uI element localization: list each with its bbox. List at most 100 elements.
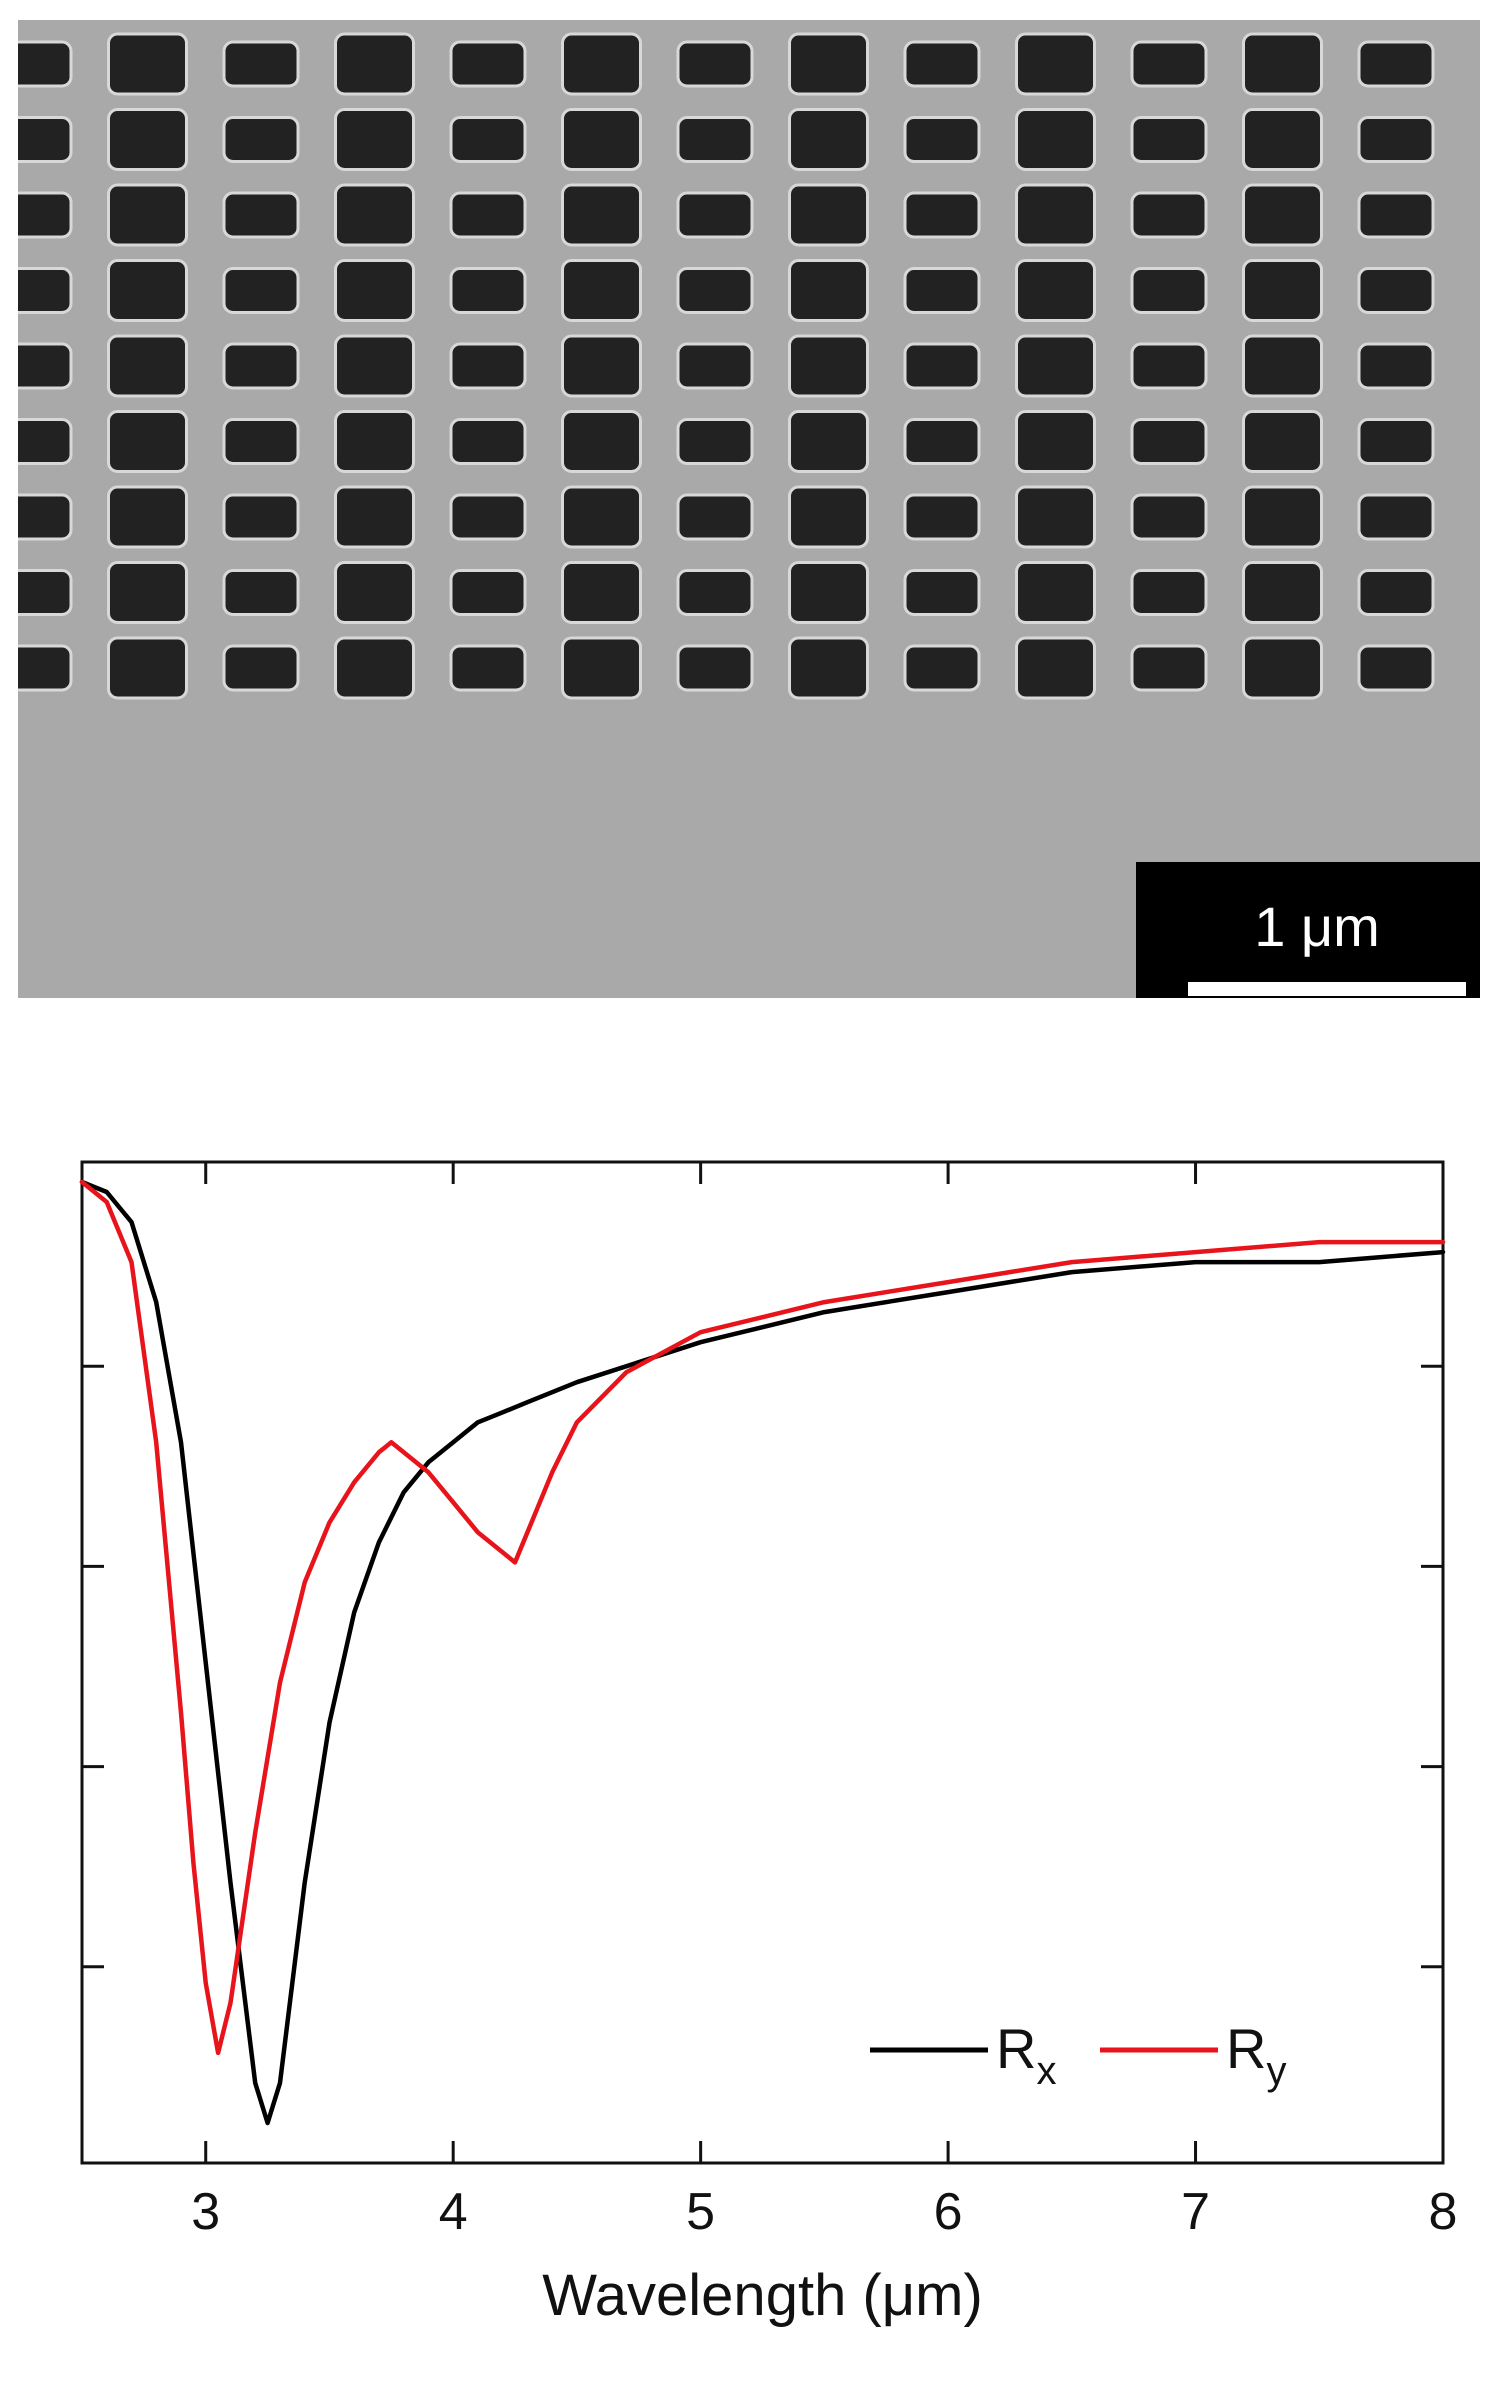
hole — [561, 183, 642, 247]
hole — [449, 493, 527, 541]
x-tick-label: 3 — [191, 2183, 220, 2241]
hole — [1242, 561, 1323, 624]
hole — [1130, 418, 1208, 465]
hole — [107, 259, 188, 322]
hole — [107, 485, 188, 549]
hole — [676, 40, 754, 88]
hole — [222, 493, 300, 541]
hole — [676, 116, 754, 163]
x-axis-title: Wavelength (μm) — [542, 2263, 983, 2328]
hole — [18, 342, 73, 390]
hole — [561, 636, 642, 700]
hole — [18, 40, 73, 88]
hole — [18, 493, 73, 541]
hole — [334, 485, 415, 549]
hole — [449, 116, 527, 163]
hole — [561, 561, 642, 624]
hole — [1130, 267, 1208, 314]
hole — [903, 267, 981, 314]
hole — [1015, 108, 1096, 171]
hole — [334, 561, 415, 624]
hole — [903, 191, 981, 239]
hole — [788, 32, 869, 96]
hole — [222, 116, 300, 163]
hole — [676, 569, 754, 616]
hole — [1357, 493, 1435, 541]
hole — [107, 561, 188, 624]
hole — [561, 410, 642, 473]
plot-border — [80, 1160, 1445, 2165]
hole — [449, 418, 527, 465]
hole — [222, 342, 300, 390]
hole — [1357, 267, 1435, 314]
hole — [107, 183, 188, 247]
series-lines — [79, 1179, 1446, 2126]
x-tick-label: 7 — [1181, 2183, 1210, 2241]
hole — [334, 334, 415, 398]
hole — [788, 183, 869, 247]
hole — [676, 342, 754, 390]
hole — [1015, 334, 1096, 398]
hole — [676, 418, 754, 465]
hole — [903, 569, 981, 616]
hole — [222, 418, 300, 465]
scale-bar-box: 1 μm — [1136, 862, 1480, 998]
hole — [1015, 561, 1096, 624]
x-tick-label: 5 — [686, 2183, 715, 2241]
scale-bar-label: 1 μm — [1254, 895, 1380, 958]
hole — [903, 116, 981, 163]
hole-array — [18, 20, 1480, 998]
hole — [1242, 32, 1323, 96]
hole — [1357, 644, 1435, 692]
hole — [788, 561, 869, 624]
legend-label: Ry — [1226, 2017, 1286, 2093]
plot-frame — [80, 1160, 1445, 2165]
hole — [1242, 334, 1323, 398]
hole — [1015, 636, 1096, 700]
hole — [903, 644, 981, 692]
hole — [903, 493, 981, 541]
hole — [1130, 493, 1208, 541]
series-line-Ry — [79, 1179, 1446, 2056]
hole — [1242, 410, 1323, 473]
hole — [676, 644, 754, 692]
hole — [561, 259, 642, 322]
scale-bar — [1188, 982, 1466, 996]
hole — [449, 191, 527, 239]
hole — [107, 636, 188, 700]
hole — [1015, 32, 1096, 96]
hole — [1242, 259, 1323, 322]
hole — [334, 108, 415, 171]
hole — [1357, 569, 1435, 616]
hole — [1015, 183, 1096, 247]
hole — [334, 410, 415, 473]
x-tick-label: 4 — [439, 2183, 468, 2241]
hole — [18, 116, 73, 163]
hole — [1357, 342, 1435, 390]
hole — [1130, 569, 1208, 616]
hole — [788, 108, 869, 171]
hole — [222, 40, 300, 88]
hole — [1130, 644, 1208, 692]
hole — [107, 334, 188, 398]
hole — [561, 32, 642, 96]
hole — [1242, 485, 1323, 549]
hole — [18, 191, 73, 239]
hole — [561, 485, 642, 549]
hole — [222, 267, 300, 314]
hole — [1357, 191, 1435, 239]
hole — [1242, 636, 1323, 700]
hole — [676, 191, 754, 239]
hole — [334, 636, 415, 700]
hole — [561, 108, 642, 171]
hole — [18, 418, 73, 465]
x-tick-labels: 3 4 5 6 7 8 — [191, 2183, 1457, 2241]
hole — [788, 334, 869, 398]
hole — [449, 569, 527, 616]
x-tick-label: 8 — [1429, 2183, 1458, 2241]
hole — [334, 32, 415, 96]
legend-label: Rx — [996, 2017, 1056, 2093]
hole — [788, 636, 869, 700]
hole — [1242, 108, 1323, 171]
hole — [903, 418, 981, 465]
